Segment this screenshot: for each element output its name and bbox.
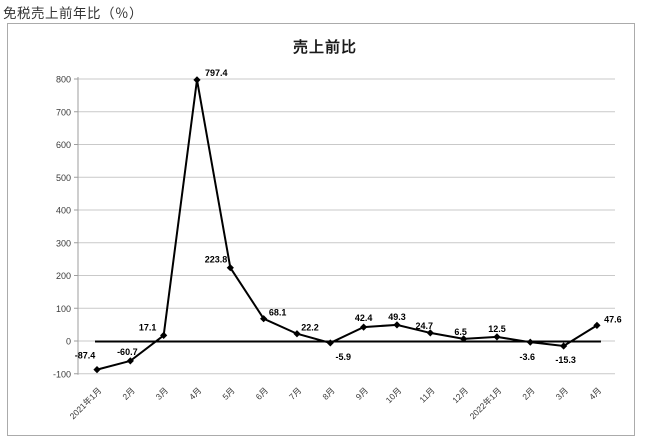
data-point-marker: [126, 357, 134, 365]
chart-title: 売上前比: [292, 39, 357, 56]
svg-text:300: 300: [56, 238, 71, 248]
data-label: 47.6: [604, 314, 622, 324]
data-labels: -87.4 -60.7 17.1 797.4 223.8 68.1 22.2 -5.9 42.4…: [75, 68, 622, 365]
data-point-marker: [293, 330, 301, 338]
svg-text:700: 700: [56, 107, 71, 117]
x-axis-label: 2月: [120, 385, 136, 401]
data-label: -60.7: [117, 347, 138, 357]
y-axis-ticks: [74, 78, 78, 375]
x-axis-label: 12月: [450, 385, 470, 405]
data-label: -3.6: [520, 352, 536, 362]
data-point-marker: [93, 366, 101, 374]
page-title: 免税売上前年比（％）: [3, 6, 143, 21]
data-label: 6.5: [454, 327, 467, 337]
svg-text:-100: -100: [53, 369, 71, 379]
data-label: 12.5: [488, 324, 506, 334]
series-markers: [93, 76, 601, 374]
data-point-marker: [193, 76, 201, 84]
data-point-marker: [160, 331, 168, 339]
x-axis-label: 3月: [154, 385, 170, 401]
gridlines: [78, 78, 615, 375]
x-axis-label: 4月: [187, 385, 203, 401]
svg-text:200: 200: [56, 271, 71, 281]
data-point-marker: [393, 321, 401, 329]
svg-text:400: 400: [56, 206, 71, 216]
x-axis-label: 2月: [520, 385, 536, 401]
data-point-marker: [260, 315, 268, 323]
x-axis-label: 5月: [220, 385, 236, 401]
x-axis-label: 11月: [417, 385, 436, 404]
data-point-marker: [593, 321, 601, 330]
data-label: 24.7: [416, 321, 434, 331]
x-axis-label: 10月: [384, 385, 404, 405]
svg-text:100: 100: [56, 304, 71, 314]
x-axis-label: 4月: [587, 385, 603, 401]
x-axis-label: 8月: [320, 385, 336, 401]
x-axis-label: 7月: [287, 385, 303, 401]
series-line: [96, 79, 598, 371]
x-axis-label: 2021年1月: [68, 385, 104, 421]
data-label: 49.3: [388, 312, 406, 322]
svg-text:500: 500: [56, 173, 71, 183]
svg-text:0: 0: [66, 337, 71, 347]
data-point-marker: [426, 329, 434, 337]
x-axis-label: 6月: [254, 385, 270, 401]
data-point-marker: [226, 264, 234, 272]
data-label: -15.3: [555, 355, 576, 365]
data-label: 17.1: [139, 322, 157, 332]
data-point-marker: [493, 333, 501, 341]
data-label: -5.9: [336, 352, 352, 362]
chart-frame: [7, 23, 635, 436]
data-label: 797.4: [205, 68, 228, 78]
data-label: 42.4: [355, 313, 373, 323]
y-axis-labels: 800 700 600 500 400 300 200 100 0 -100: [53, 75, 71, 380]
data-point-marker: [560, 342, 568, 350]
data-label: 223.8: [205, 255, 228, 265]
data-point-marker: [526, 338, 534, 346]
x-axis-label: 9月: [354, 385, 370, 401]
data-point-marker: [460, 335, 468, 343]
data-label: 22.2: [301, 323, 319, 333]
data-point-marker: [326, 339, 334, 347]
data-label: 68.1: [269, 308, 287, 318]
x-axis-label: 3月: [554, 385, 570, 401]
data-point-marker: [360, 323, 368, 331]
data-label: -87.4: [75, 351, 96, 361]
svg-text:600: 600: [56, 140, 71, 150]
x-axis-label: 2022年1月: [468, 385, 504, 421]
svg-text:800: 800: [56, 75, 71, 85]
